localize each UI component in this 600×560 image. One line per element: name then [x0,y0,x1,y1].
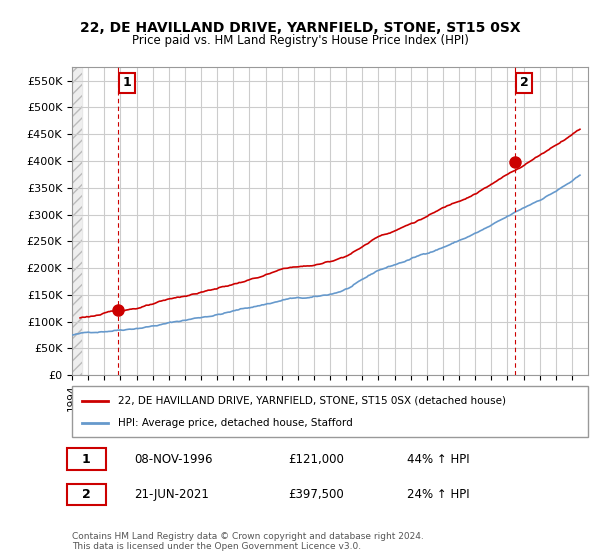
Text: 22, DE HAVILLAND DRIVE, YARNFIELD, STONE, ST15 0SX: 22, DE HAVILLAND DRIVE, YARNFIELD, STONE… [80,21,520,35]
FancyBboxPatch shape [72,386,588,437]
Text: 22, DE HAVILLAND DRIVE, YARNFIELD, STONE, ST15 0SX (detached house): 22, DE HAVILLAND DRIVE, YARNFIELD, STONE… [118,395,506,405]
Text: 44% ↑ HPI: 44% ↑ HPI [407,452,470,466]
Text: 2: 2 [82,488,91,501]
Text: 24% ↑ HPI: 24% ↑ HPI [407,488,470,501]
Text: £121,000: £121,000 [289,452,344,466]
FancyBboxPatch shape [67,484,106,505]
Bar [72,67,82,375]
Text: 2: 2 [520,76,529,90]
Text: 1: 1 [123,76,132,90]
Text: HPI: Average price, detached house, Stafford: HPI: Average price, detached house, Staf… [118,418,353,428]
FancyBboxPatch shape [67,448,106,470]
Text: Price paid vs. HM Land Registry's House Price Index (HPI): Price paid vs. HM Land Registry's House … [131,34,469,46]
Text: £397,500: £397,500 [289,488,344,501]
Text: 21-JUN-2021: 21-JUN-2021 [134,488,209,501]
Bar [72,67,82,375]
Text: 08-NOV-1996: 08-NOV-1996 [134,452,212,466]
Text: 1: 1 [82,452,91,466]
Text: Contains HM Land Registry data © Crown copyright and database right 2024.
This d: Contains HM Land Registry data © Crown c… [72,532,424,552]
